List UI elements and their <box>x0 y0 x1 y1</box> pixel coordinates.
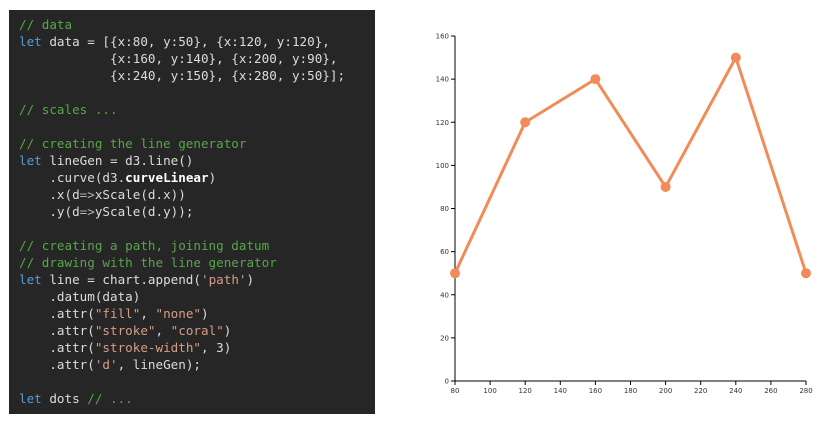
code-token: {x:160, y:140}, {x:200, y:90}, <box>19 51 338 66</box>
code-token: .attr( <box>19 340 95 355</box>
code-token: , <box>155 323 171 338</box>
code-line <box>19 118 375 135</box>
data-point <box>801 268 811 279</box>
x-tick-label: 280 <box>799 387 812 395</box>
code-token: .x(d <box>19 187 80 202</box>
y-tick-label: 100 <box>436 162 449 170</box>
code-line: .attr("stroke", "coral") <box>19 322 375 339</box>
x-tick-label: 180 <box>624 387 637 395</box>
data-point <box>450 268 460 279</box>
code-line: .datum(data) <box>19 288 375 305</box>
code-token: xScale(d.x)) <box>94 187 186 202</box>
code-keyword: let <box>19 153 42 168</box>
code-keyword: let <box>19 391 42 406</box>
x-tick-label: 100 <box>483 387 496 395</box>
code-token: => <box>79 187 95 202</box>
code-line: // creating the line generator <box>19 135 375 152</box>
code-line: {x:240, y:150}, {x:280, y:50}]; <box>19 67 375 84</box>
y-tick-label: 40 <box>440 291 449 299</box>
code-token: .datum(data) <box>19 289 141 304</box>
code-token: data = [{x:80, y:50}, {x:120, y:120}, <box>41 34 330 49</box>
line-chart: 0 20 40 60 80 100 120 140 160 80 100 120 140 160 180 20… <box>420 20 820 405</box>
code-string: 'path' <box>200 272 247 287</box>
x-tick-label: 80 <box>451 387 460 395</box>
y-tick-label: 140 <box>436 76 449 84</box>
code-line: // scales ... <box>19 101 375 118</box>
code-line: // drawing with the line generator <box>19 254 375 271</box>
code-token: ) <box>201 306 209 321</box>
y-tick-label: 20 <box>440 334 449 342</box>
code-string: "none" <box>155 306 202 321</box>
code-line: let lineGen = d3.line() <box>19 152 375 169</box>
code-line: let dots // ... <box>19 390 375 407</box>
code-token: line = chart.append( <box>41 272 201 287</box>
code-token: curveLinear <box>125 170 209 185</box>
code-token: lineGen = d3.line() <box>41 153 194 168</box>
code-comment: // data <box>19 17 73 32</box>
code-token: => <box>79 204 95 219</box>
code-line: // creating a path, joining datum <box>19 237 375 254</box>
code-line: .x(d=>xScale(d.x)) <box>19 186 375 203</box>
code-token: ) <box>223 323 232 338</box>
x-tick-label: 220 <box>694 387 707 395</box>
data-point <box>520 117 531 128</box>
series-line <box>453 53 808 274</box>
code-line: .curve(d3.curveLinear) <box>19 169 375 186</box>
x-tick-label: 120 <box>519 387 532 395</box>
code-line <box>19 84 375 101</box>
code-string: "stroke" <box>94 323 156 338</box>
code-token: .curve(d3. <box>19 170 126 185</box>
code-comment: // creating the line generator <box>19 136 247 151</box>
x-tick-label: 160 <box>589 387 602 395</box>
x-tick-label: 140 <box>554 387 567 395</box>
code-token: , lineGen); <box>117 357 201 372</box>
data-point <box>660 181 671 192</box>
x-tick-label: 200 <box>659 387 672 395</box>
code-token: .y(d <box>19 204 80 219</box>
code-line: .y(d=>yScale(d.y)); <box>19 203 375 220</box>
data-point <box>730 52 741 63</box>
code-token: dots <box>41 391 88 406</box>
y-tick-label: 120 <box>436 119 449 127</box>
y-tick-label: 0 <box>445 378 449 386</box>
code-line <box>19 373 375 390</box>
x-tick-label: 240 <box>729 387 742 395</box>
code-string: "coral" <box>170 323 224 338</box>
code-line <box>19 220 375 237</box>
code-string: "fill" <box>94 306 141 321</box>
data-point <box>590 74 601 85</box>
code-comment: // ... <box>87 391 133 406</box>
code-comment: // drawing with the line generator <box>19 255 277 270</box>
code-token: , <box>140 306 156 321</box>
code-comment: // scales ... <box>19 102 118 117</box>
code-token: {x:240, y:150}, {x:280, y:50}]; <box>19 68 346 83</box>
code-line: {x:160, y:140}, {x:200, y:90}, <box>19 50 375 67</box>
code-token: .attr( <box>19 323 95 338</box>
code-comment: // creating a path, joining datum <box>19 238 270 253</box>
code-token: .attr( <box>19 306 95 321</box>
line-chart-svg: 0 20 40 60 80 100 120 140 160 80 100 120 140 160 180 20… <box>436 33 813 396</box>
code-token: ) <box>208 170 217 185</box>
code-line: .attr('d', lineGen); <box>19 356 375 373</box>
code-line: let line = chart.append('path') <box>19 271 375 288</box>
code-keyword: let <box>19 272 42 287</box>
x-tick-label: 260 <box>764 387 777 395</box>
code-line: .attr("fill", "none") <box>19 305 375 322</box>
y-tick-label: 160 <box>436 33 449 41</box>
code-token: ) <box>246 272 255 287</box>
code-line: let data = [{x:80, y:50}, {x:120, y:120}… <box>19 33 375 50</box>
code-editor-panel[interactable]: // data let data = [{x:80, y:50}, {x:120,… <box>9 10 375 414</box>
y-tick-label: 60 <box>440 248 449 256</box>
code-token: yScale(d.y)); <box>94 204 194 219</box>
y-tick-label: 80 <box>440 205 449 213</box>
code-token: , 3) <box>200 340 232 355</box>
code-string: 'd' <box>94 357 118 372</box>
code-string: "stroke-width" <box>94 340 201 355</box>
code-line: .attr("stroke-width", 3) <box>19 339 375 356</box>
code-token: .attr( <box>19 357 95 372</box>
code-line: // data <box>19 16 375 33</box>
code-keyword: let <box>19 34 42 49</box>
